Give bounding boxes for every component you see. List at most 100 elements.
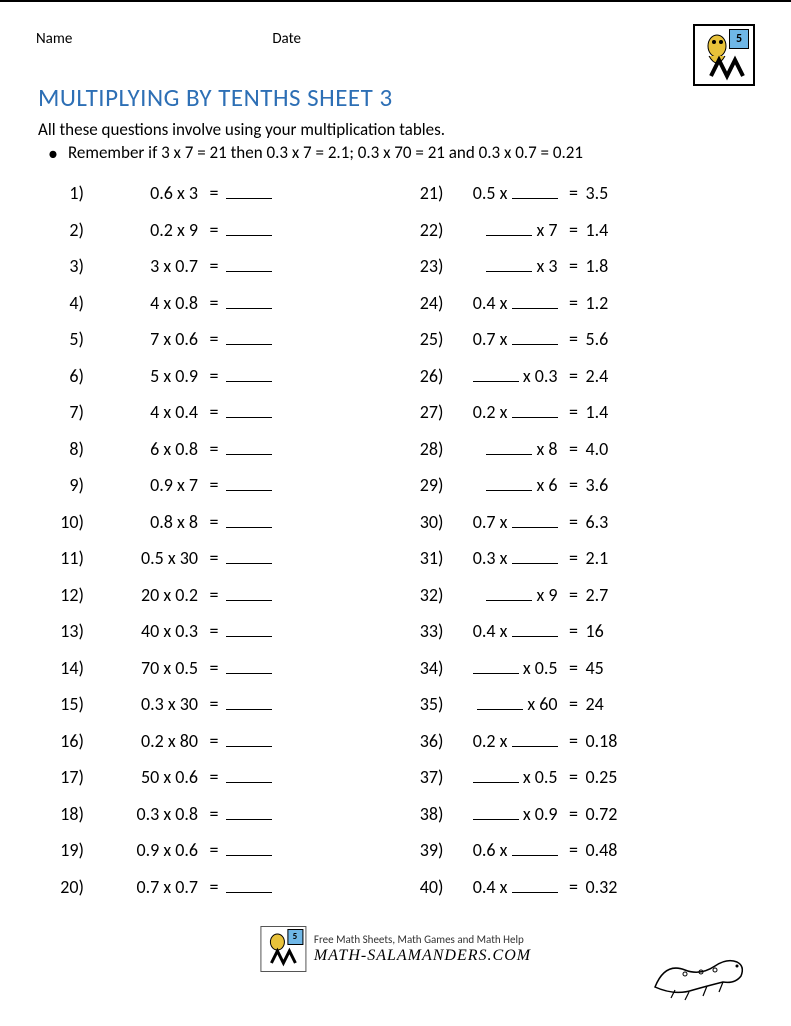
question-number: 31) [396,547,450,569]
expression: 0.8 x 8 [90,511,202,533]
question-number: 17) [36,766,90,788]
answer-blank[interactable] [486,255,532,272]
answer-blank[interactable] [226,620,272,637]
question-row: 30)0.7 x =6.3 [396,511,756,548]
question-row: 7)4 x 0.4= [36,401,396,438]
expression: x 0.3 [450,365,562,387]
answer-blank[interactable] [512,547,558,564]
answer-blank[interactable] [226,766,272,783]
question-row: 20)0.7 x 0.7= [36,876,396,913]
expression: 0.6 x [450,839,562,861]
expression: 0.4 x [450,620,562,642]
answer-slot [226,328,298,350]
answer-blank[interactable] [512,620,558,637]
answer-blank[interactable] [512,730,558,747]
answer-blank[interactable] [226,292,272,309]
question-row: 39)0.6 x =0.48 [396,839,756,876]
question-row: 18)0.3 x 0.8= [36,803,396,840]
expression: 0.7 x [450,328,562,350]
answer-blank[interactable] [226,839,272,856]
equals-sign: = [202,693,226,715]
answer-blank[interactable] [226,474,272,491]
equals-sign: = [562,365,586,387]
question-number: 11) [36,547,90,569]
answer-blank[interactable] [226,219,272,236]
answer-blank[interactable] [226,511,272,528]
expression: x 7 [450,219,562,241]
equals-sign: = [562,401,586,423]
answer-blank[interactable] [226,255,272,272]
question-row: 21)0.5 x =3.5 [396,182,756,219]
answer-blank[interactable] [477,693,523,710]
answer-blank[interactable] [473,766,519,783]
given-answer: 1.2 [586,292,658,314]
answer-slot [226,182,298,204]
answer-blank[interactable] [226,182,272,199]
footer-tagline: Free Math Sheets, Math Games and Math He… [314,933,531,946]
answer-blank[interactable] [512,511,558,528]
answer-blank[interactable] [512,401,558,418]
answer-blank[interactable] [226,365,272,382]
question-number: 29) [396,474,450,496]
answer-blank[interactable] [226,547,272,564]
answer-blank[interactable] [486,219,532,236]
given-answer: 0.25 [586,766,658,788]
answer-blank[interactable] [512,876,558,893]
answer-blank[interactable] [226,401,272,418]
questions-columns: 1)0.6 x 3=2)0.2 x 9=3)3 x 0.7=4)4 x 0.8=… [36,182,755,912]
question-row: 11)0.5 x 30= [36,547,396,584]
question-row: 5)7 x 0.6= [36,328,396,365]
question-number: 19) [36,839,90,861]
equals-sign: = [562,547,586,569]
given-answer: 3.5 [586,182,658,204]
answer-blank[interactable] [226,584,272,601]
equals-sign: = [562,219,586,241]
question-row: 3)3 x 0.7= [36,255,396,292]
question-number: 25) [396,328,450,350]
answer-blank[interactable] [226,657,272,674]
expression: x 6 [450,474,562,496]
answer-blank[interactable] [486,584,532,601]
equals-sign: = [202,766,226,788]
equals-sign: = [202,219,226,241]
equals-sign: = [202,876,226,898]
answer-blank[interactable] [226,730,272,747]
question-number: 14) [36,657,90,679]
answer-slot [226,693,298,715]
answer-slot [226,401,298,423]
question-row: 27)0.2 x =1.4 [396,401,756,438]
given-answer: 1.4 [586,219,658,241]
given-answer: 0.72 [586,803,658,825]
answer-blank[interactable] [473,657,519,674]
equals-sign: = [202,328,226,350]
given-answer: 24 [586,693,658,715]
question-number: 9) [36,474,90,496]
answer-slot [226,766,298,788]
answer-blank[interactable] [226,328,272,345]
question-row: 29) x 6=3.6 [396,474,756,511]
question-row: 36)0.2 x =0.18 [396,730,756,767]
answer-blank[interactable] [486,474,532,491]
given-answer: 0.32 [586,876,658,898]
answer-slot [226,584,298,606]
equals-sign: = [562,511,586,533]
answer-blank[interactable] [512,328,558,345]
answer-slot [226,730,298,752]
answer-blank[interactable] [226,438,272,455]
page-title: MULTIPLYING BY TENTHS SHEET 3 [38,82,755,113]
answer-blank[interactable] [226,693,272,710]
expression: x 0.5 [450,766,562,788]
name-label: Name [36,30,72,48]
answer-blank[interactable] [473,803,519,820]
question-number: 38) [396,803,450,825]
answer-blank[interactable] [226,876,272,893]
expression: 0.3 x 0.8 [90,803,202,825]
answer-blank[interactable] [512,839,558,856]
answer-blank[interactable] [473,365,519,382]
question-number: 23) [396,255,450,277]
answer-blank[interactable] [226,803,272,820]
answer-blank[interactable] [512,182,558,199]
answer-blank[interactable] [486,438,532,455]
answer-blank[interactable] [512,292,558,309]
equals-sign: = [202,292,226,314]
